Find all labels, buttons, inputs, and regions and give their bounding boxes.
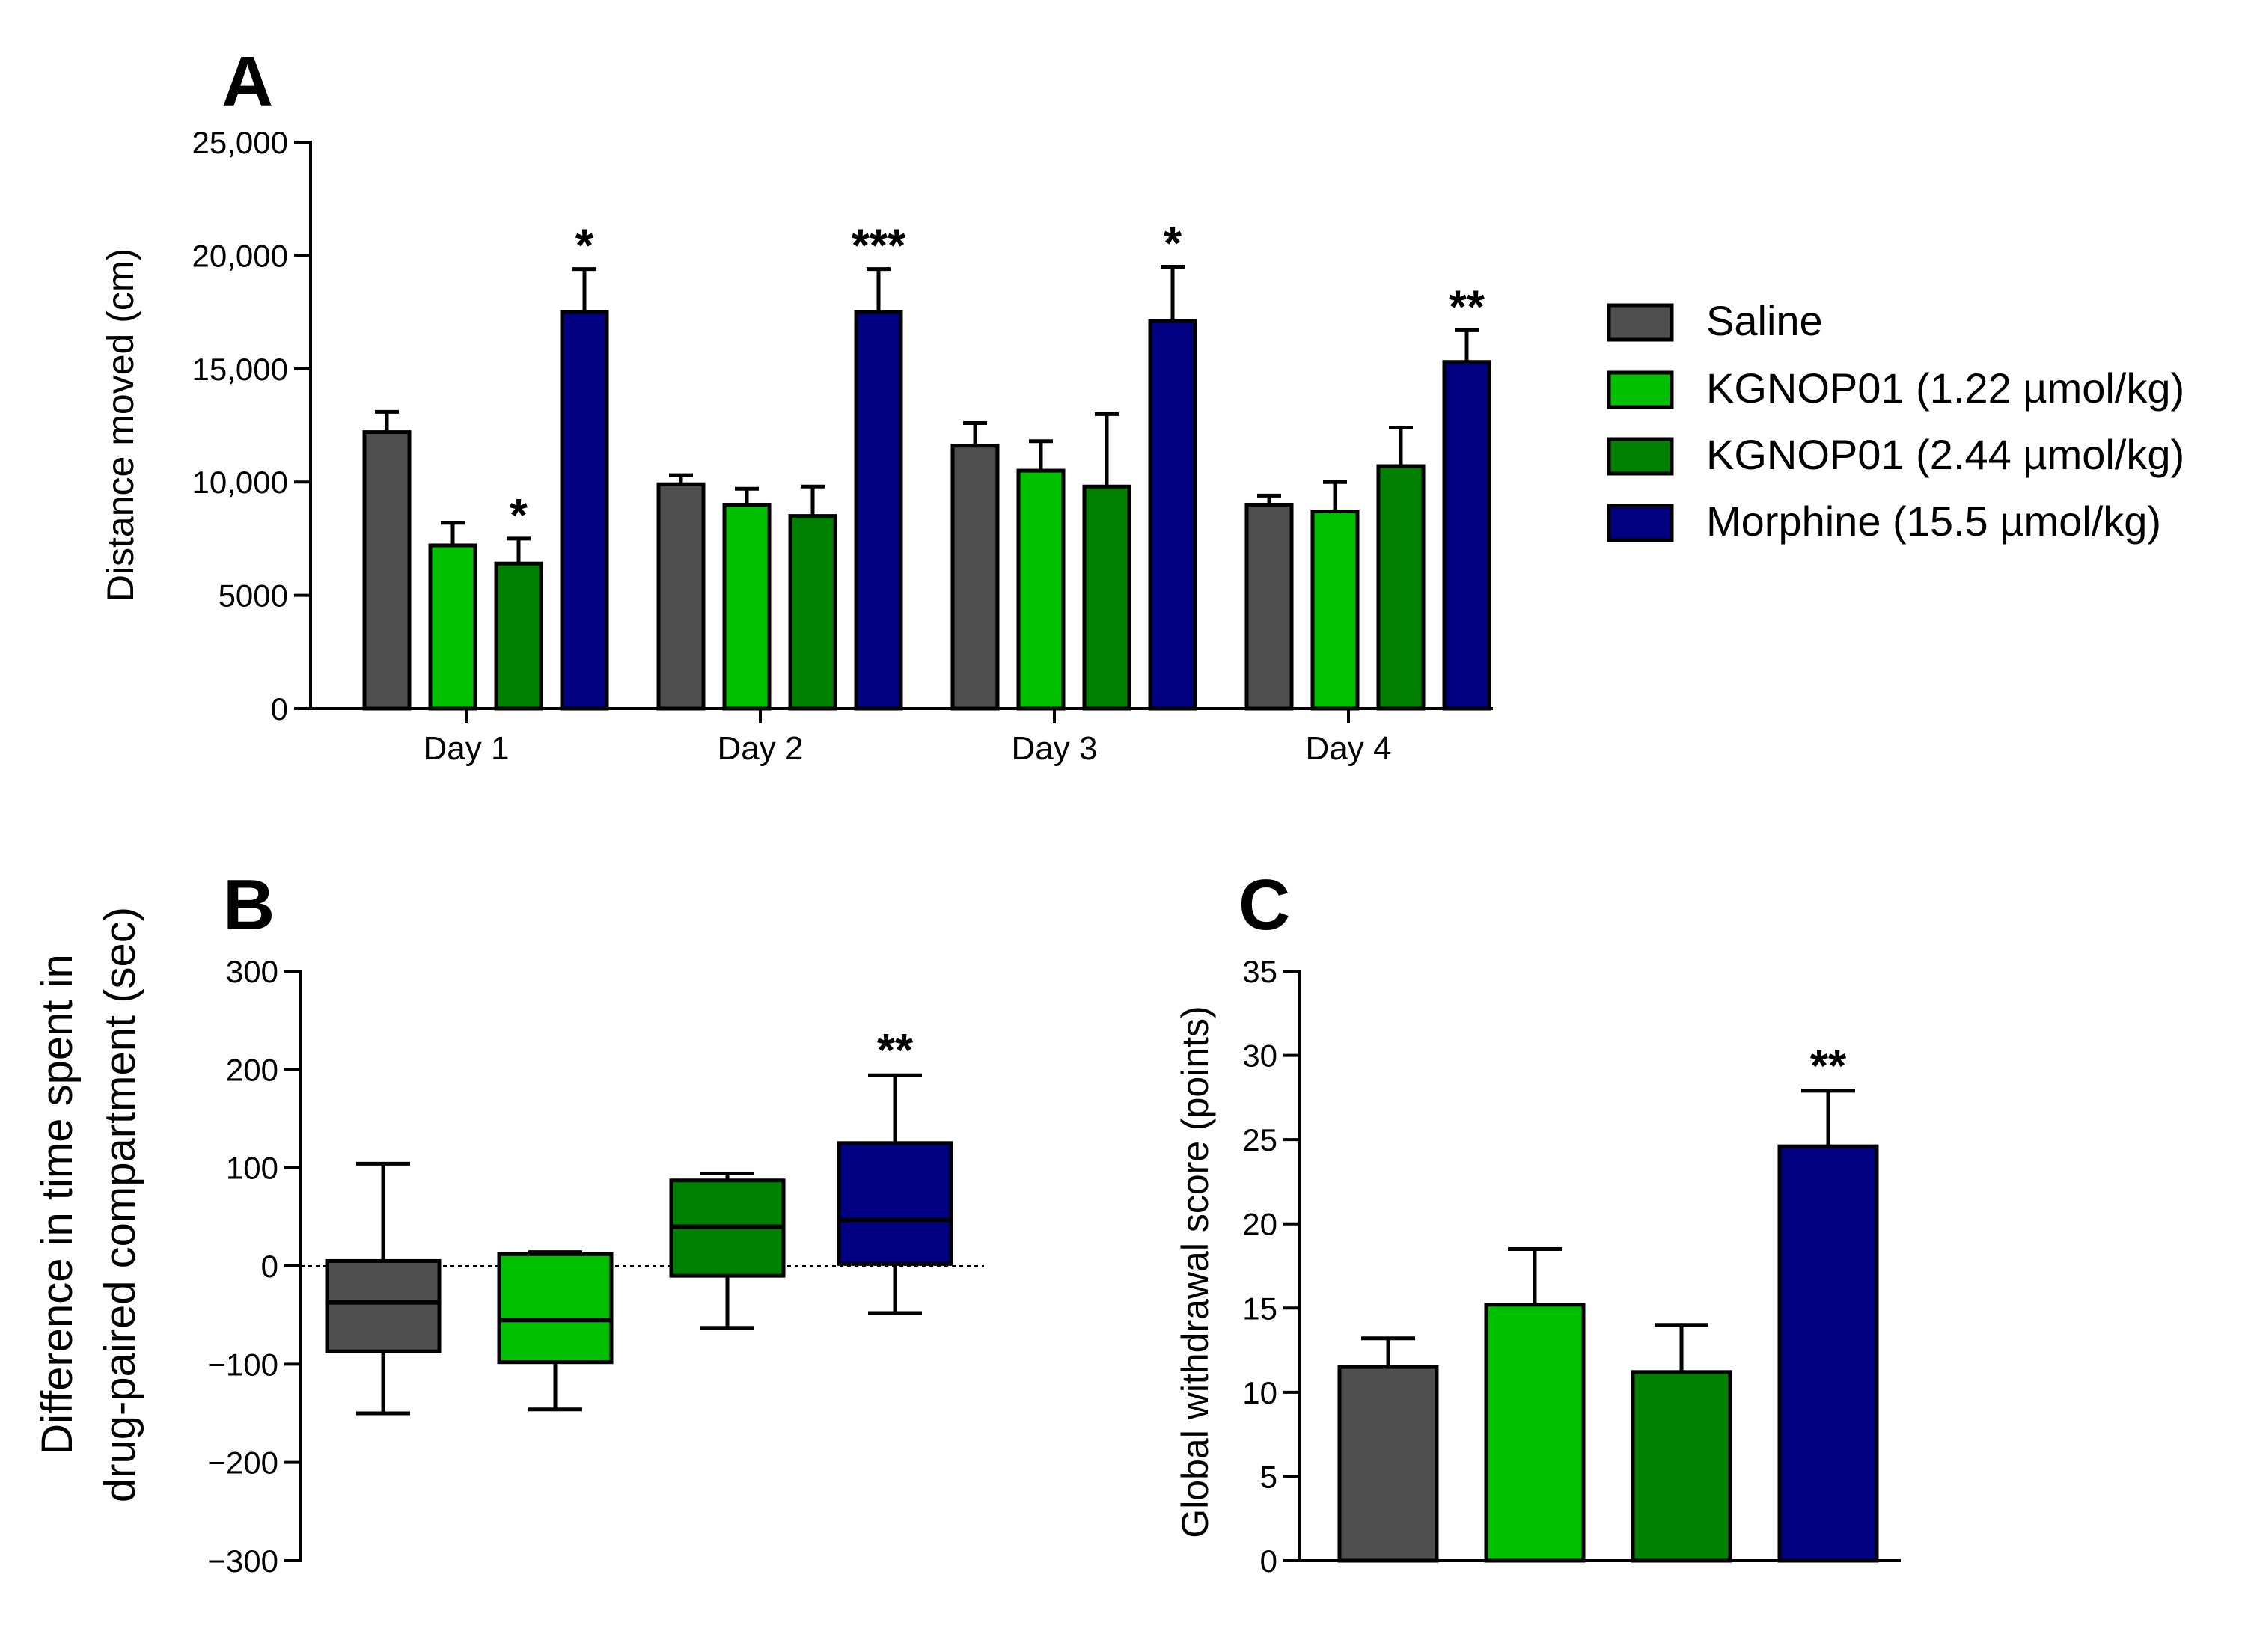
panel-b-y-axis-title-line2: drug-paired compartment (sec)	[96, 907, 144, 1502]
panel-a-bar-day-4-saline	[1244, 502, 1294, 711]
panel-a-bar-day-3-morphine	[1148, 319, 1197, 711]
panel-a-bar-day-1-kg122	[428, 543, 477, 711]
panel-a-significance-marker: *	[510, 490, 528, 542]
panel-b-letter: B	[223, 865, 275, 945]
panel-a-x-tick-label-day-2: Day 2	[718, 730, 804, 767]
legend-swatch-kgnop01-244	[1607, 437, 1674, 476]
legend-label-morphine: Morphine (15.5 µmol/kg)	[1706, 498, 2161, 545]
panel-c-y-tick-label: 0	[1260, 1544, 1277, 1579]
panel-a-y-tick-label: 25,000	[192, 125, 288, 160]
legend-swatch-saline	[1607, 303, 1674, 342]
panel-a: A Distance moved (cm) 0 5000 10,000 15,000 2…	[100, 42, 1493, 767]
panel-a-bar-day-3-kg122	[1016, 468, 1066, 711]
legend-swatch-kgnop01-122	[1607, 370, 1674, 409]
panel-a-bar-day-2-saline	[656, 482, 706, 711]
panel-a-y-tick-label: 0	[271, 691, 288, 726]
panel-b-y-tick-label: −100	[207, 1347, 278, 1382]
panel-a-significance-marker: *	[575, 221, 594, 272]
panel-c: C Global withdrawal score (points) 0 5 10 1…	[1174, 865, 1901, 1579]
panel-a-y-tick-label: 10,000	[192, 465, 288, 500]
legend-label-kgnop01-122: KGNOP01 (1.22 µmol/kg)	[1706, 364, 2184, 412]
panel-a-bar-day-4-kg122	[1310, 510, 1360, 711]
panel-b-significance-marker: **	[877, 1025, 914, 1077]
panel-c-y-tick-label: 30	[1242, 1038, 1277, 1074]
panel-a-significance-marker: *	[1164, 218, 1182, 270]
legend: Saline KGNOP01 (1.22 µmol/kg) KGNOP01 (2…	[1607, 297, 2184, 545]
panel-b-boxes	[325, 1073, 953, 1416]
panel-a-x-tick-label-day-1: Day 1	[424, 730, 510, 767]
legend-label-kgnop01-244: KGNOP01 (2.44 µmol/kg)	[1706, 431, 2184, 478]
panel-a-x-tick-label-day-4: Day 4	[1306, 730, 1392, 767]
panel-a-bar-day-3-kg244	[1082, 484, 1131, 711]
panel-b-y-tick-label: −300	[207, 1544, 278, 1579]
panel-b-y-tick-label: 100	[226, 1151, 278, 1186]
panel-b-y-tick-label: 200	[226, 1052, 278, 1087]
panel-a-bar-day-4-morphine	[1442, 360, 1491, 711]
panel-a-y-tick-label: 20,000	[192, 238, 288, 273]
panel-b-box-kg122	[497, 1252, 614, 1365]
panel-b-y-tick-label: 300	[226, 954, 278, 989]
panel-b-significance: **	[877, 1025, 914, 1077]
panel-b-y-tick-label: −200	[207, 1446, 278, 1481]
panel-c-y-tick-label: 20	[1242, 1207, 1277, 1242]
panel-c-y-tick-label: 25	[1242, 1122, 1277, 1157]
panel-a-significance-marker: ***	[852, 221, 906, 272]
legend-swatch-morphine	[1607, 504, 1674, 542]
panel-c-bars	[1337, 1089, 1879, 1563]
panel-a-bar-day-1-morphine	[560, 310, 609, 711]
panel-c-bar-morphine	[1777, 1144, 1879, 1563]
panel-a-bar-day-4-kg244	[1376, 464, 1426, 711]
panel-c-bar-kg244	[1631, 1370, 1732, 1563]
panel-c-y-axis-title: Global withdrawal score (points)	[1174, 1006, 1216, 1538]
panel-a-x-tick-label-day-3: Day 3	[1012, 730, 1098, 767]
panel-b-axes: 300 200 100 0 −100 −200 −300	[207, 954, 984, 1579]
panel-c-bar-saline	[1337, 1365, 1439, 1563]
panel-a-bar-day-3-saline	[950, 444, 1000, 711]
panel-b-box-morphine	[837, 1141, 953, 1266]
panel-c-letter: C	[1238, 865, 1290, 945]
panel-a-significance: ** *** ***	[510, 218, 1485, 542]
panel-a-bar-day-1-kg244	[494, 561, 543, 711]
panel-c-y-tick-label: 10	[1242, 1375, 1277, 1410]
panel-a-bar-day-2-morphine	[854, 310, 903, 711]
panel-a-bars	[362, 265, 1491, 711]
panel-b: B Difference in time spent in drug-paire…	[33, 865, 984, 1579]
panel-a-bar-day-1-saline	[362, 430, 412, 711]
panel-b-y-tick-label: 0	[261, 1249, 278, 1284]
panel-c-y-tick-label: 5	[1260, 1459, 1277, 1494]
panel-c-y-tick-label: 35	[1242, 954, 1277, 989]
panel-a-bar-day-2-kg244	[788, 514, 837, 711]
panel-a-bar-day-2-kg122	[722, 502, 772, 711]
panel-a-y-tick-label: 15,000	[192, 352, 288, 387]
panel-b-y-axis-title-line1: Difference in time spent in	[33, 954, 82, 1455]
panel-c-bar-kg122	[1484, 1303, 1586, 1563]
panel-c-significance: **	[1810, 1041, 1847, 1092]
panel-c-significance-marker: **	[1810, 1041, 1847, 1092]
panel-a-y-axis-title: Distance moved (cm)	[100, 248, 141, 602]
panel-a-significance-marker: **	[1449, 281, 1485, 333]
panel-c-y-tick-label: 15	[1242, 1291, 1277, 1326]
panel-a-axes: 0 5000 10,000 15,000 20,000 25,000 Day 1 Day 2 D…	[192, 125, 1493, 767]
panel-a-y-tick-label: 5000	[219, 578, 288, 614]
panel-b-box-saline	[325, 1258, 442, 1353]
legend-label-saline: Saline	[1706, 297, 1823, 344]
panel-a-letter: A	[222, 42, 273, 122]
